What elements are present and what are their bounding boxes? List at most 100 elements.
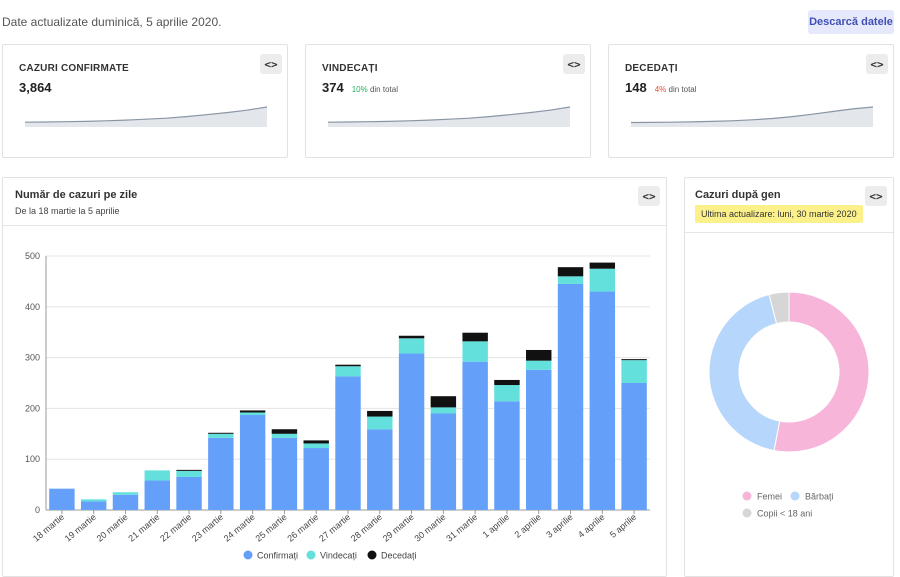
bar-segment[interactable]: [176, 476, 202, 510]
x-tick-label: 24 martie: [222, 512, 257, 544]
bar-segment[interactable]: [398, 353, 425, 510]
bar-segment[interactable]: [335, 364, 361, 367]
bar-segment[interactable]: [557, 276, 584, 284]
stat-number: 148: [625, 80, 647, 95]
bar-segment[interactable]: [621, 360, 647, 383]
bar-segment[interactable]: [335, 366, 361, 377]
bar-segment[interactable]: [208, 432, 234, 434]
trend-sparkline: [25, 106, 267, 127]
bar-segment[interactable]: [367, 416, 393, 430]
x-tick-label: 18 martie: [31, 512, 66, 544]
bar-segment[interactable]: [176, 470, 202, 477]
stat-title: VINDECAȚI: [322, 63, 378, 74]
donut-slice[interactable]: [708, 293, 781, 452]
bar-segment[interactable]: [526, 360, 552, 370]
x-tick-label: 5 aprilie: [608, 512, 639, 540]
bar-segment[interactable]: [144, 480, 170, 510]
donut-slice[interactable]: [773, 291, 870, 453]
legend-marker: [742, 508, 752, 518]
legend-label[interactable]: Vindecați: [320, 551, 357, 561]
bar-segment[interactable]: [239, 415, 266, 510]
bar-segment[interactable]: [271, 433, 298, 438]
bar-segment[interactable]: [80, 501, 107, 510]
bar-segment[interactable]: [526, 369, 552, 510]
legend-label[interactable]: Confirmați: [257, 551, 298, 561]
code-icon[interactable]: <>: [260, 54, 282, 74]
bar-segment[interactable]: [335, 376, 361, 510]
percent-label: din total: [369, 85, 398, 94]
y-tick-label: 300: [25, 353, 40, 363]
code-icon[interactable]: <>: [866, 54, 888, 74]
download-data-button[interactable]: Descarcă datele: [808, 10, 894, 34]
stat-title: DECEDAȚI: [625, 63, 678, 74]
bar-segment[interactable]: [367, 429, 393, 510]
bar-segment[interactable]: [239, 410, 266, 413]
bar-segment[interactable]: [239, 412, 266, 416]
legend-marker: [367, 550, 377, 560]
bar-segment[interactable]: [398, 338, 425, 354]
bar-segment[interactable]: [112, 494, 139, 510]
bar-segment[interactable]: [303, 443, 329, 449]
top-bar: Date actualizate duminică, 5 aprilie 202…: [0, 0, 900, 44]
x-tick-label: 3 aprilie: [544, 512, 575, 540]
bar-segment[interactable]: [271, 437, 298, 510]
code-icon[interactable]: <>: [865, 186, 887, 206]
x-tick-label: 29 martie: [381, 512, 416, 544]
bar-segment[interactable]: [526, 349, 552, 361]
x-tick-label: 30 martie: [412, 512, 447, 544]
bar-segment[interactable]: [430, 396, 457, 408]
stat-card-confirmed: CAZURI CONFIRMATE 3,864 <>: [2, 44, 288, 158]
trend-sparkline: [631, 106, 873, 127]
bar-segment[interactable]: [589, 268, 616, 292]
bar-segment[interactable]: [303, 448, 329, 510]
bar-segment[interactable]: [557, 283, 584, 510]
legend-label[interactable]: Femei: [757, 492, 782, 502]
bar-segment[interactable]: [49, 488, 75, 510]
bar-segment[interactable]: [271, 429, 298, 434]
donut-slice[interactable]: [768, 291, 790, 325]
bar-segment[interactable]: [208, 433, 234, 438]
sparkline-line: [631, 106, 873, 124]
gender-donut-chart: Femei Bărbați Copii < 18 ani: [708, 291, 870, 519]
bar-segment[interactable]: [112, 492, 139, 495]
stat-card-recovered: VINDECAȚI 374 10% din total <>: [305, 44, 591, 158]
bar-segment[interactable]: [80, 499, 107, 502]
bar-segment[interactable]: [462, 361, 488, 510]
x-tick-label: 26 martie: [285, 512, 320, 544]
stat-value: 374 10% din total: [322, 80, 398, 95]
x-tick-label: 31 martie: [444, 512, 479, 544]
x-tick-label: 2 aprilie: [512, 512, 543, 540]
sparkline-area: [25, 107, 267, 127]
bar-segment[interactable]: [589, 291, 616, 510]
legend-label[interactable]: Copii < 18 ani: [757, 509, 812, 519]
code-icon[interactable]: <>: [563, 54, 585, 74]
bar-segment[interactable]: [208, 437, 234, 510]
bar-segment[interactable]: [398, 335, 425, 339]
bar-segment[interactable]: [430, 413, 457, 510]
stat-value: 3,864: [19, 80, 52, 95]
stat-number: 3,864: [19, 80, 52, 95]
bar-segment[interactable]: [430, 407, 457, 414]
bar-segment[interactable]: [176, 469, 202, 471]
update-text: Date actualizate duminică, 5 aprilie 202…: [2, 15, 222, 29]
legend-label[interactable]: Decedați: [381, 551, 417, 561]
bar-segment[interactable]: [494, 379, 520, 386]
x-tick-label: 23 martie: [190, 512, 225, 544]
bar-segment[interactable]: [621, 359, 647, 361]
bar-segment[interactable]: [589, 262, 616, 269]
bar-segment[interactable]: [144, 470, 170, 481]
bar-segment[interactable]: [367, 410, 393, 417]
bar-segment[interactable]: [621, 383, 647, 510]
bar-segment[interactable]: [557, 267, 584, 277]
bar-segment[interactable]: [462, 332, 488, 342]
code-icon[interactable]: <>: [638, 186, 660, 206]
bar-segment[interactable]: [303, 440, 329, 444]
legend-marker: [742, 491, 752, 501]
stat-value: 148 4% din total: [625, 80, 697, 95]
bar-segment[interactable]: [462, 341, 488, 362]
bar-segment[interactable]: [494, 385, 520, 402]
legend-label[interactable]: Bărbați: [805, 492, 834, 502]
stat-number: 374: [322, 80, 344, 95]
bar-segment[interactable]: [494, 401, 520, 510]
